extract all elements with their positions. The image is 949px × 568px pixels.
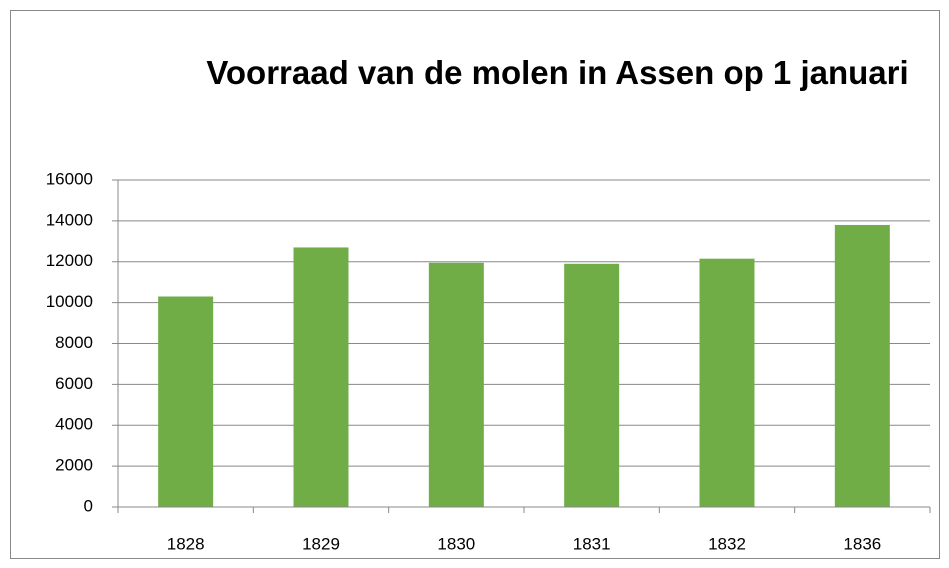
bar [293, 247, 349, 507]
x-tick-label: 1836 [843, 534, 881, 553]
y-tick-label: 16000 [46, 169, 93, 188]
x-tick-label: 1830 [437, 534, 475, 553]
y-tick-label: 12000 [46, 251, 93, 270]
y-tick-label: 6000 [55, 374, 93, 393]
bar [158, 296, 214, 507]
y-tick-label: 10000 [46, 292, 93, 311]
bar [834, 224, 890, 507]
x-tick-label: 1829 [302, 534, 340, 553]
x-tick-label: 1832 [708, 534, 746, 553]
chart-border [10, 10, 940, 559]
x-tick-label: 1831 [573, 534, 611, 553]
chart-title: Voorraad van de molen in Assen op 1 janu… [206, 54, 909, 91]
y-tick-label: 4000 [55, 415, 93, 434]
y-tick-label: 8000 [55, 333, 93, 352]
bar [428, 262, 484, 507]
x-tick-label: 1828 [167, 534, 205, 553]
y-tick-label: 0 [84, 496, 93, 515]
y-tick-label: 14000 [46, 210, 93, 229]
bar [564, 263, 620, 507]
bar [699, 258, 755, 507]
y-tick-label: 2000 [55, 456, 93, 475]
